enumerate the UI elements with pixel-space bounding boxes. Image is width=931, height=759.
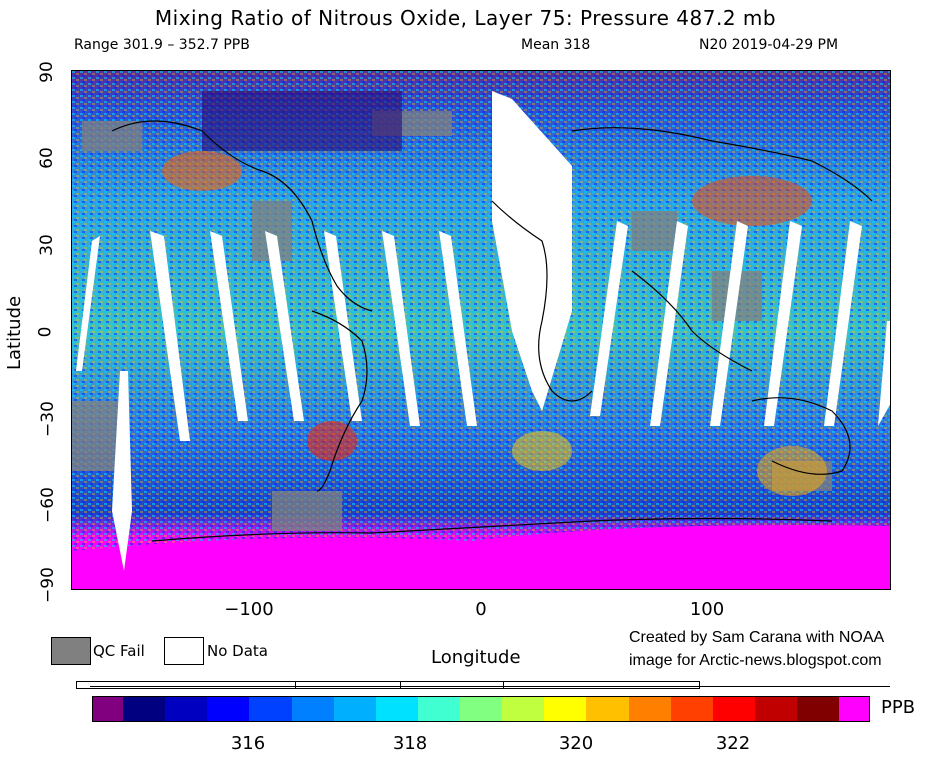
colorbar-segment [502,697,545,721]
colorbar-segment [333,697,376,721]
mean-label: Mean 318 [521,37,591,53]
x-tick-minus100: −100 [224,599,274,620]
colorbar-tick-318: 318 [392,733,428,754]
colorbar-segment [249,697,292,721]
product-label: N20 2019-04-29 PM [699,37,839,53]
colorbar-segment [712,697,755,721]
credit-line-1: Created by Sam Carana with NOAA [629,629,885,646]
scale-divider [295,682,296,688]
credit-line-2: image for Arctic-news.blogspot.com [629,652,882,669]
colorbar-scale-bar [76,681,700,689]
y-tick-60: 60 [36,147,57,169]
colorbar-segment [123,697,166,721]
colorbar-unit: PPB [881,697,916,718]
colorbar-rule [90,686,890,687]
scale-divider [400,682,401,688]
colorbar-segment [375,697,418,721]
y-tick-minus60: −60 [37,487,58,523]
map-title: Mixing Ratio of Nitrous Oxide, Layer 75:… [154,6,777,30]
colorbar-segment [586,697,629,721]
y-tick-minus90: −90 [37,567,58,603]
y-tick-90: 90 [36,61,57,83]
y-tick-minus30: −30 [37,401,58,437]
colorbar-tick-322: 322 [715,733,751,754]
y-tick-0: 0 [35,326,56,338]
hot-spots [162,151,827,496]
colorbar-tick-316: 316 [230,733,266,754]
colorbar-low-swatch [93,697,123,721]
x-tick-0: 0 [475,599,487,620]
colorbar-segment [754,697,797,721]
scale-divider [503,682,504,688]
colorbar-segment [544,697,587,721]
colorbar-segment [670,697,713,721]
colorbar-segment [797,697,840,721]
colorbar-segment [460,697,503,721]
colorbar-tick-320: 320 [558,733,594,754]
satellite-map [71,70,891,590]
colorbar-segment [291,697,334,721]
qc-fail-label: QC Fail [93,642,145,660]
no-data-label: No Data [207,642,268,660]
colorbar-segment [165,697,208,721]
colorbar [92,696,870,722]
colorbar-high-swatch [839,697,870,721]
colorbar-segment [417,697,460,721]
no-data-swatch [164,637,204,665]
coastlines [111,120,873,542]
y-axis-label: Latitude [4,295,25,370]
x-tick-100: 100 [689,599,725,620]
x-axis-label: Longitude [431,647,521,668]
colorbar-segment [207,697,250,721]
colorbar-segment [628,697,671,721]
range-label: Range 301.9 – 352.7 PPB [74,37,250,53]
y-tick-30: 30 [36,234,57,256]
map-raster [72,71,890,589]
qc-fail-swatch [51,637,91,665]
